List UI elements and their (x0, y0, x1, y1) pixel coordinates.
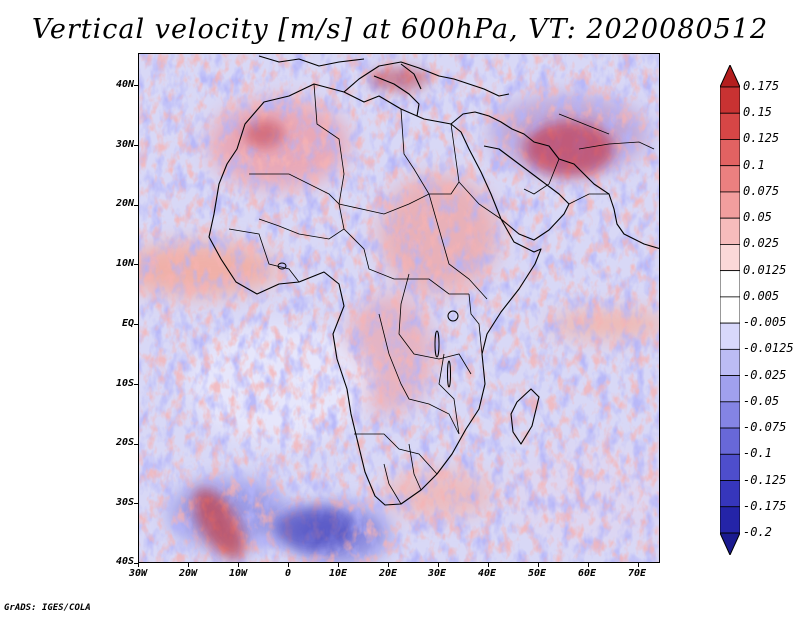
colorbar-segment (720, 427, 740, 455)
colorbar-segment (720, 112, 740, 140)
colorbar-top-arrow (720, 65, 740, 88)
colorbar-level-label: 0.005 (743, 289, 780, 303)
colorbar-segment (720, 453, 740, 481)
lat-label-eq: EQ (121, 318, 134, 329)
lon-tick (588, 563, 589, 567)
colorbar-level-label: -0.025 (743, 368, 787, 382)
colorbar-segment (720, 165, 740, 193)
lat-tick (134, 563, 138, 564)
lat-tick (134, 503, 138, 504)
lon-tick (438, 563, 439, 567)
lat-label-40n: 40N (115, 79, 134, 90)
lon-label-50e: 50E (527, 568, 547, 579)
colorbar-segment (720, 296, 740, 324)
lat-tick (134, 384, 138, 385)
lon-tick (338, 563, 339, 567)
lon-label-10e: 10E (328, 568, 348, 579)
lon-label-20w: 20W (178, 568, 198, 579)
lon-label-70e: 70E (627, 568, 647, 579)
colorbar-level-label: -0.125 (743, 473, 787, 487)
colorbar-level-label: 0.15 (743, 105, 772, 119)
credit-text: GrADS: IGES/COLA (4, 603, 91, 613)
colorbar-level-label: 0.1 (743, 158, 765, 172)
lat-tick (134, 324, 138, 325)
lat-label-30n: 30N (115, 139, 134, 150)
colorbar-segment (720, 217, 740, 245)
colorbar-segment (720, 375, 740, 403)
lat-label-20s: 20S (115, 437, 134, 448)
colorbar-level-label: -0.175 (743, 499, 787, 513)
chart-title: Vertical velocity [m/s] at 600hPa, VT: 2… (31, 14, 769, 45)
lon-label-20e: 20E (378, 568, 398, 579)
lat-label-40s: 40S (115, 556, 134, 567)
colorbar (720, 65, 740, 555)
lon-label-0: 0 (284, 568, 292, 579)
colorbar-level-label: 0.125 (743, 131, 780, 145)
lon-label-10w: 10W (228, 568, 248, 579)
lat-label-20n: 20N (115, 198, 134, 209)
colorbar-segment (720, 506, 740, 534)
lon-label-60e: 60E (577, 568, 597, 579)
colorbar-level-label: 0.025 (743, 236, 780, 250)
lon-tick (138, 563, 139, 567)
colorbar-level-label: -0.2 (743, 525, 772, 539)
lon-tick (288, 563, 289, 567)
colorbar-level-label: 0.05 (743, 210, 772, 224)
lon-tick (488, 563, 489, 567)
country-borders (228, 83, 655, 505)
lon-label-40e: 40E (477, 568, 497, 579)
lat-tick (134, 85, 138, 86)
lat-tick (134, 145, 138, 146)
lat-label-10n: 10N (115, 258, 134, 269)
colorbar-segment (720, 270, 740, 298)
lon-tick (388, 563, 389, 567)
colorbar-level-label: 0.175 (743, 79, 780, 93)
lat-tick (134, 444, 138, 445)
lat-tick (134, 205, 138, 206)
colorbar-level-label: -0.005 (743, 315, 787, 329)
lon-label-30e: 30E (427, 568, 447, 579)
lat-label-30s: 30S (115, 497, 134, 508)
lon-tick (238, 563, 239, 567)
colorbar-segment (720, 139, 740, 167)
lon-tick (638, 563, 639, 567)
colorbar-level-label: -0.05 (743, 394, 780, 408)
lon-tick (538, 563, 539, 567)
colorbar-segment (720, 322, 740, 350)
colorbar-segment (720, 86, 740, 114)
colorbar-level-label: -0.0125 (743, 341, 794, 355)
colorbar-segment (720, 480, 740, 508)
colorbar-segment (720, 401, 740, 429)
map-canvas (139, 54, 659, 562)
colorbar-level-label: 0.0125 (743, 263, 787, 277)
colorbar-segment (720, 348, 740, 376)
colorbar-level-label: -0.075 (743, 420, 787, 434)
colorbar-bottom-arrow (720, 532, 740, 555)
colorbar-level-label: 0.075 (743, 184, 780, 198)
field-intense-regions (193, 67, 614, 560)
map-panel (138, 53, 660, 563)
colorbar-segment (720, 244, 740, 272)
lat-label-10s: 10S (115, 378, 134, 389)
lon-tick (188, 563, 189, 567)
colorbar-level-label: -0.1 (743, 446, 772, 460)
lon-label-30w: 30W (128, 568, 148, 579)
colorbar-segment (720, 191, 740, 219)
lat-tick (134, 264, 138, 265)
lakes (277, 262, 459, 388)
